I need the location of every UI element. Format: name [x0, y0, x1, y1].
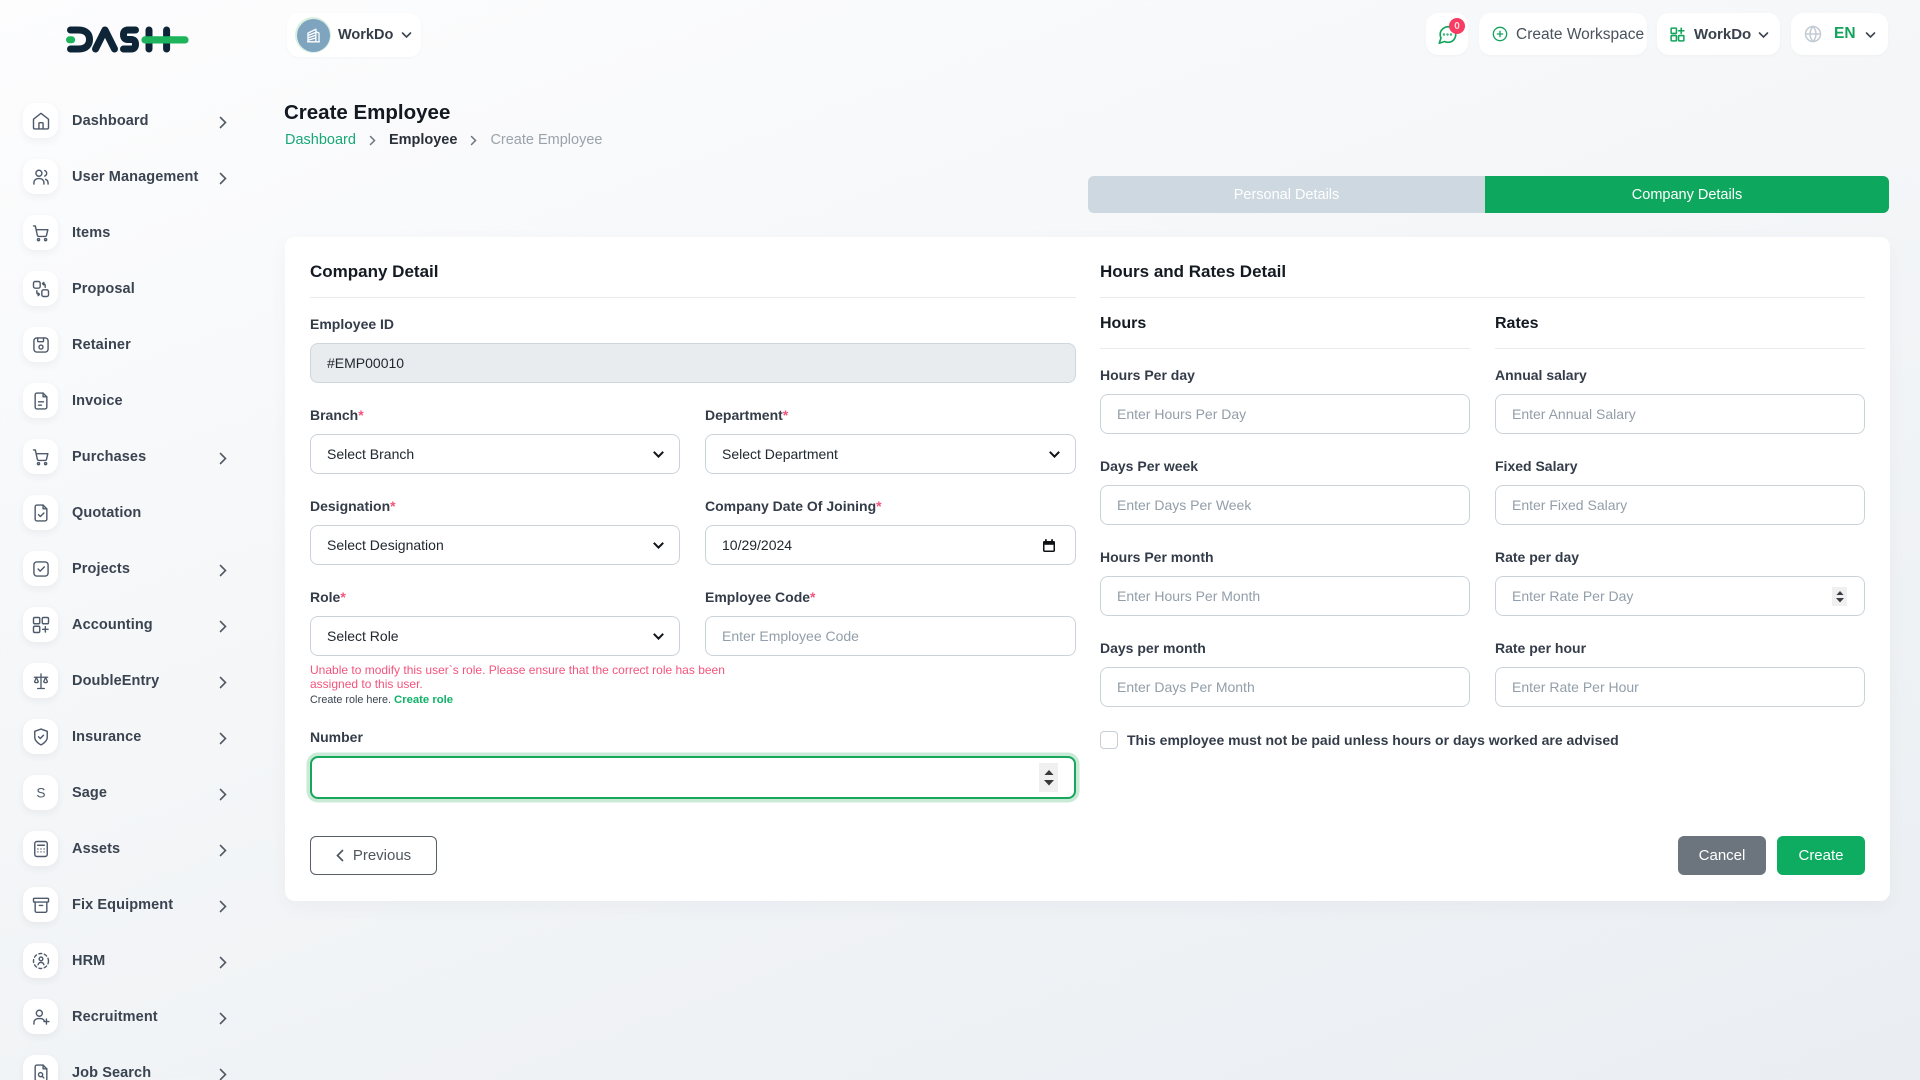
svg-text:S: S	[36, 785, 45, 800]
